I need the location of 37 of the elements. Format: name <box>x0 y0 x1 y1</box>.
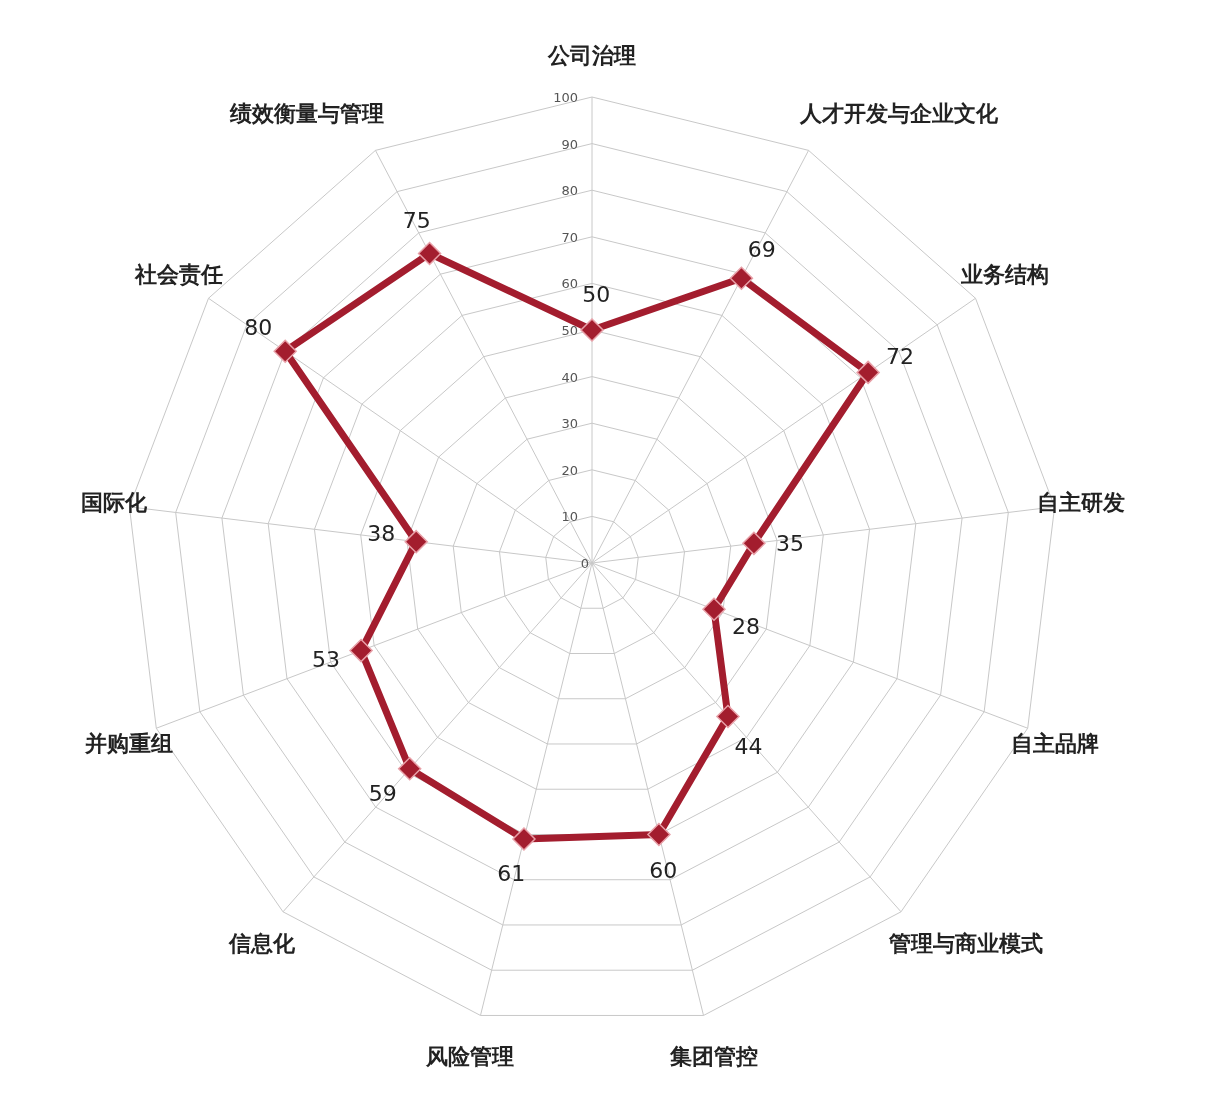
data-label: 60 <box>649 858 678 884</box>
data-label: 44 <box>734 734 763 760</box>
spoke-label: 自主研发 <box>1036 489 1125 515</box>
y-tick-label: 100 <box>553 90 578 105</box>
y-tick-label: 10 <box>561 509 578 525</box>
spoke-label: 绩效衡量与管理 <box>228 101 384 127</box>
y-tick-label: 50 <box>561 323 578 338</box>
data-label: 69 <box>747 236 776 262</box>
spoke-label: 公司治理 <box>547 43 636 69</box>
data-label: 59 <box>368 780 397 806</box>
y-tick-label: 0 <box>580 556 589 571</box>
data-label: 38 <box>367 521 396 547</box>
data-label: 53 <box>312 647 341 673</box>
spoke-label: 人才开发与企业文化 <box>799 101 1000 127</box>
y-tick-label: 20 <box>561 462 578 478</box>
y-tick-label: 80 <box>561 183 578 199</box>
spoke-label: 国际化 <box>81 489 149 515</box>
data-label: 75 <box>402 207 431 233</box>
y-tick-label: 70 <box>561 229 578 245</box>
spoke-label: 信息化 <box>227 931 296 957</box>
spoke-label: 业务结构 <box>959 262 1049 288</box>
spoke-label: 集团管控 <box>668 1044 758 1070</box>
data-label: 50 <box>582 282 611 308</box>
y-tick-label: 40 <box>561 369 578 385</box>
y-tick-label: 60 <box>561 276 578 292</box>
spoke-label: 管理与商业模式 <box>888 931 1044 957</box>
data-label: 72 <box>885 343 914 369</box>
data-label: 80 <box>244 315 273 341</box>
data-label: 28 <box>731 613 760 639</box>
y-tick-label: 90 <box>561 136 578 152</box>
y-tick-label: 30 <box>561 416 578 432</box>
spoke-label: 自主品牌 <box>1010 731 1099 757</box>
data-label: 35 <box>775 531 804 557</box>
spoke-label: 社会责任 <box>134 262 224 288</box>
spoke-label: 风险管理 <box>425 1044 515 1070</box>
spoke-label: 并购重组 <box>84 731 174 757</box>
data-label: 61 <box>497 860 526 886</box>
